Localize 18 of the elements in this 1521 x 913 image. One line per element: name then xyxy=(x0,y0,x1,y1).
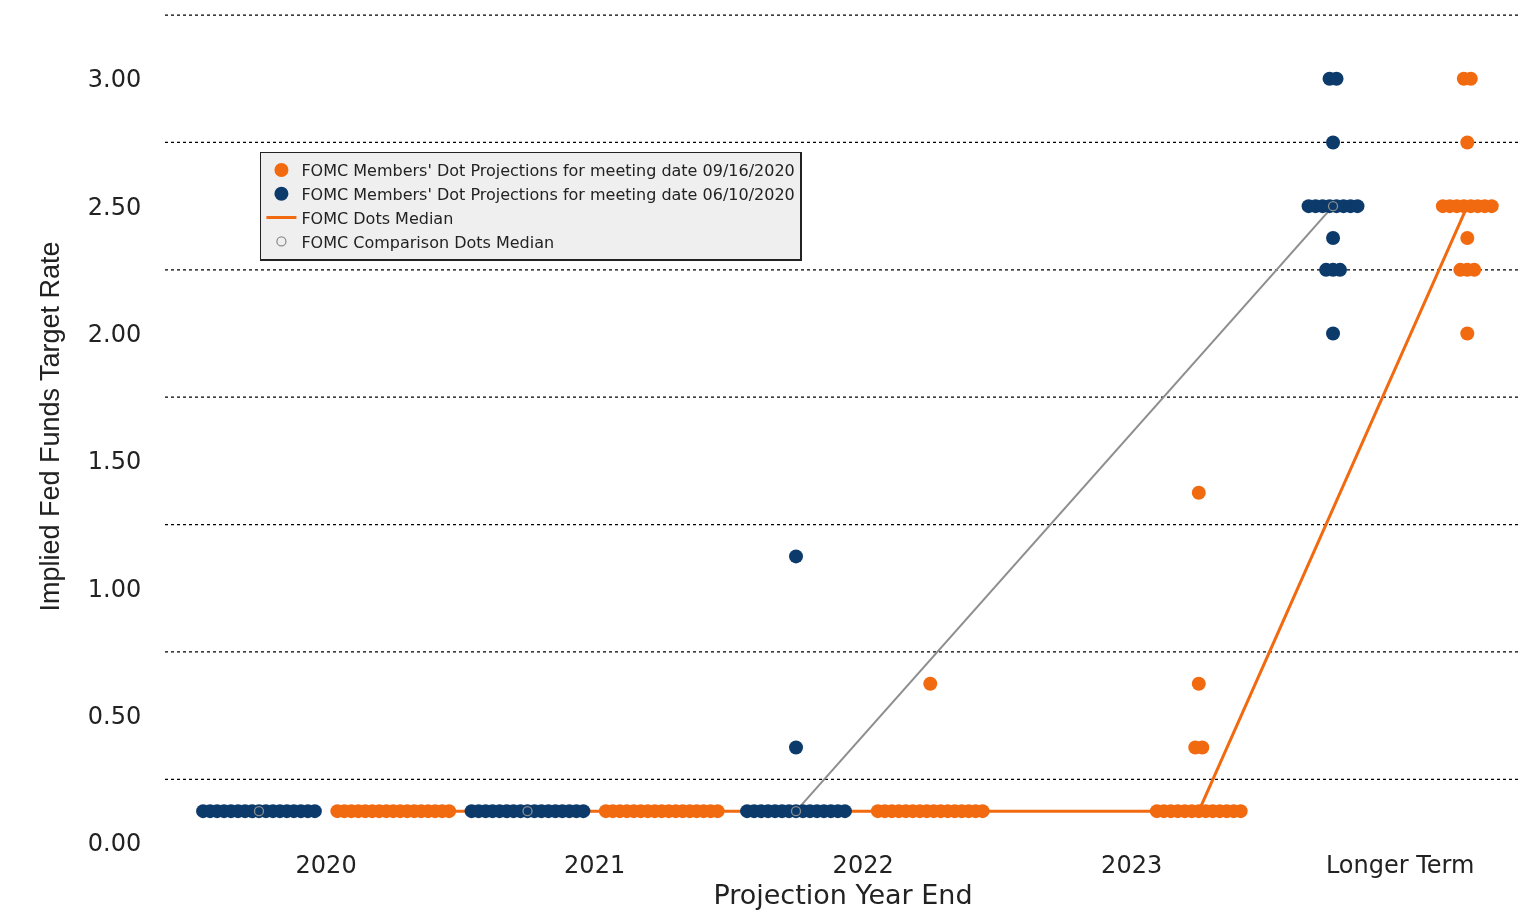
legend-label: FOMC Dots Median xyxy=(301,208,454,228)
legend-label: FOMC Members' Dot Projections for meeting date 09/16/2020 xyxy=(301,161,795,181)
y-tick-label: 2.50 xyxy=(87,192,142,221)
y-tick-label: 3.00 xyxy=(87,65,142,94)
y-tick-label: 0.50 xyxy=(87,702,142,731)
y-tick-label: 2.00 xyxy=(87,319,142,348)
y-tick-label: 1.00 xyxy=(87,574,142,603)
x-tick-label: Longer Term xyxy=(1325,850,1475,879)
legend-label: FOMC Comparison Dots Median xyxy=(301,232,555,252)
x-tick-label: 2022 xyxy=(832,850,894,879)
x-tick-label: 2023 xyxy=(1101,850,1163,879)
x-tick-label: 2021 xyxy=(564,850,626,879)
x-tick-label: 2020 xyxy=(295,850,357,879)
y-tick-label: 0.00 xyxy=(87,829,142,858)
x-axis-title: Projection Year End xyxy=(713,878,973,910)
y-tick-label: 1.50 xyxy=(87,447,142,476)
y-axis-title: Implied Fed Funds Target Rate xyxy=(34,241,65,612)
legend-label: FOMC Members' Dot Projections for meeting date 06/10/2020 xyxy=(301,185,795,205)
